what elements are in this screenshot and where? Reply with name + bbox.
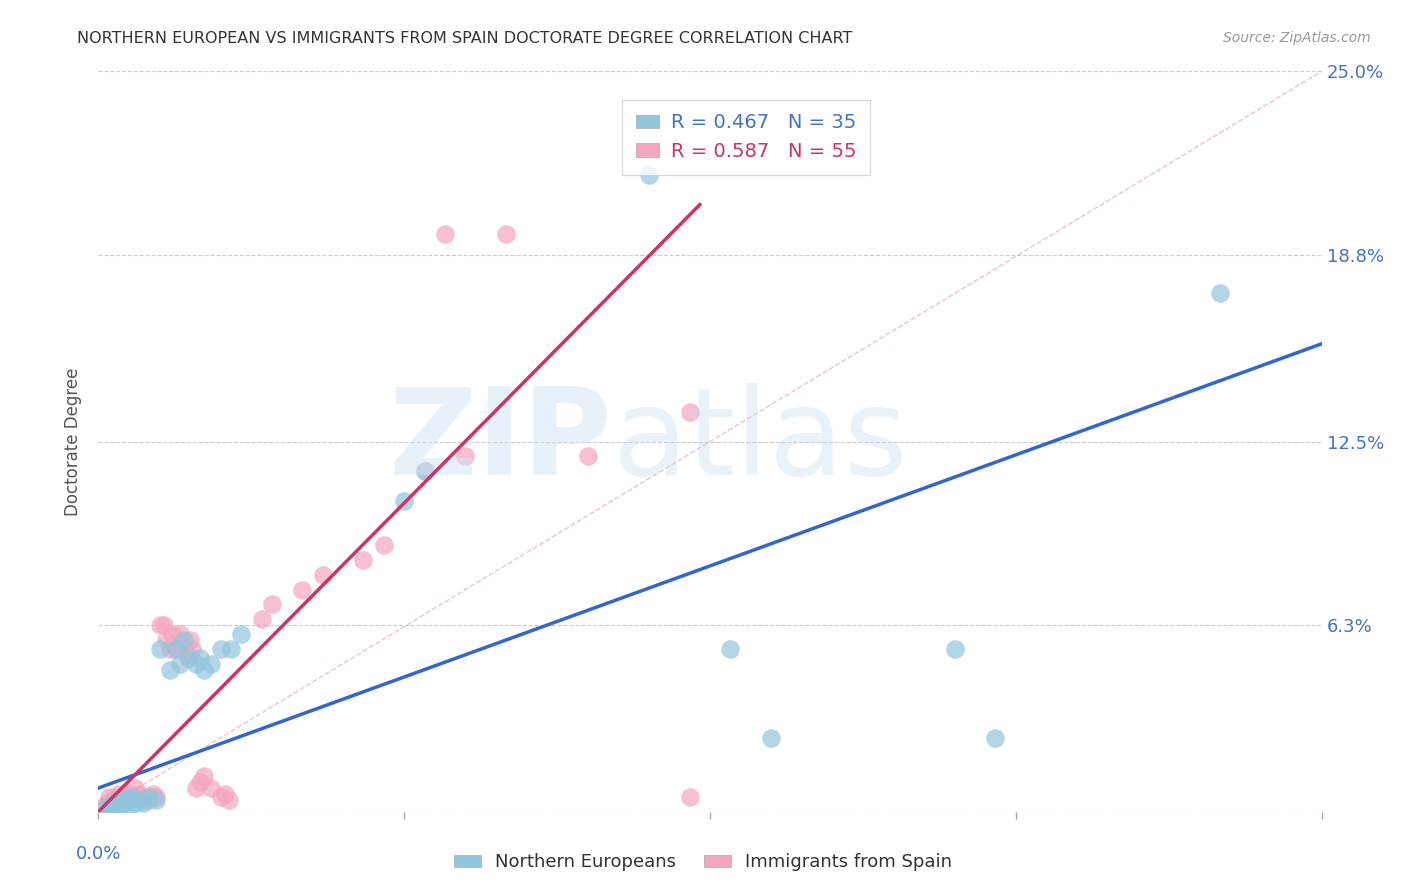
Point [179, 650, 201, 665]
Point [93, 798, 115, 813]
Point [104, 789, 127, 804]
Point [132, 796, 155, 810]
Point [761, 731, 783, 745]
Text: Source: ZipAtlas.com: Source: ZipAtlas.com [1223, 31, 1371, 45]
Point [214, 787, 236, 801]
Point [134, 789, 156, 804]
Point [100, 796, 122, 810]
Point [101, 793, 124, 807]
Point [291, 582, 314, 597]
Point [128, 793, 150, 807]
Point [149, 618, 172, 632]
Point [943, 641, 966, 656]
Point [173, 641, 195, 656]
Point [250, 612, 273, 626]
Point [96, 796, 118, 810]
Point [97, 789, 120, 804]
Point [122, 789, 145, 804]
Point [110, 793, 132, 807]
Text: ZIP: ZIP [388, 383, 612, 500]
Point [576, 450, 599, 464]
Point [177, 650, 200, 665]
Point [114, 796, 136, 810]
Point [124, 780, 146, 795]
Point [984, 731, 1007, 745]
Point [149, 641, 172, 656]
Point [169, 657, 191, 671]
Point [454, 450, 477, 464]
Point [152, 618, 174, 632]
Text: 0.0%: 0.0% [76, 845, 121, 863]
Point [124, 796, 146, 810]
Point [352, 553, 374, 567]
Point [115, 793, 138, 807]
Point [193, 663, 215, 677]
Point [373, 538, 395, 552]
Point [114, 793, 136, 807]
Point [108, 787, 131, 801]
Point [637, 168, 661, 182]
Point [231, 627, 253, 641]
Point [145, 793, 167, 807]
Legend: R = 0.467   N = 35, R = 0.587   N = 55: R = 0.467 N = 35, R = 0.587 N = 55 [621, 100, 870, 175]
Point [111, 796, 134, 810]
Point [111, 789, 134, 804]
Point [165, 641, 187, 656]
Point [1209, 286, 1232, 301]
Point [155, 632, 177, 647]
Point [159, 663, 181, 677]
Point [188, 650, 212, 665]
Point [97, 798, 120, 813]
Point [120, 793, 142, 807]
Text: NORTHERN EUROPEAN VS IMMIGRANTS FROM SPAIN DOCTORATE DEGREE CORRELATION CHART: NORTHERN EUROPEAN VS IMMIGRANTS FROM SPA… [77, 31, 852, 46]
Point [132, 793, 155, 807]
Point [200, 780, 222, 795]
Point [186, 780, 208, 795]
Point [679, 405, 702, 419]
Point [413, 464, 436, 478]
Point [142, 787, 165, 801]
Point [260, 598, 283, 612]
Point [193, 769, 215, 783]
Point [209, 789, 232, 804]
Point [159, 641, 181, 656]
Point [434, 227, 457, 242]
Point [495, 227, 517, 242]
Point [118, 798, 141, 813]
Point [718, 641, 742, 656]
Point [392, 493, 416, 508]
Point [127, 789, 149, 804]
Point [186, 657, 208, 671]
Point [181, 641, 204, 656]
Point [120, 789, 142, 804]
Point [101, 796, 124, 810]
Point [128, 787, 150, 801]
Point [108, 798, 131, 813]
Point [138, 793, 160, 807]
Point [679, 789, 702, 804]
Point [218, 793, 240, 807]
Point [138, 789, 160, 804]
Point [93, 802, 115, 816]
Point [413, 464, 436, 478]
Point [219, 641, 242, 656]
Point [209, 641, 232, 656]
Point [118, 787, 141, 801]
Point [179, 632, 201, 647]
Point [173, 632, 195, 647]
Point [165, 641, 187, 656]
Point [200, 657, 222, 671]
Point [188, 775, 212, 789]
Point [141, 789, 163, 804]
Text: atlas: atlas [612, 383, 908, 500]
Point [105, 796, 128, 810]
Point [312, 567, 335, 582]
Point [160, 627, 183, 641]
Point [169, 627, 191, 641]
Legend: Northern Europeans, Immigrants from Spain: Northern Europeans, Immigrants from Spai… [447, 847, 959, 879]
Point [145, 789, 167, 804]
Point [104, 802, 127, 816]
Y-axis label: Doctorate Degree: Doctorate Degree [65, 368, 83, 516]
